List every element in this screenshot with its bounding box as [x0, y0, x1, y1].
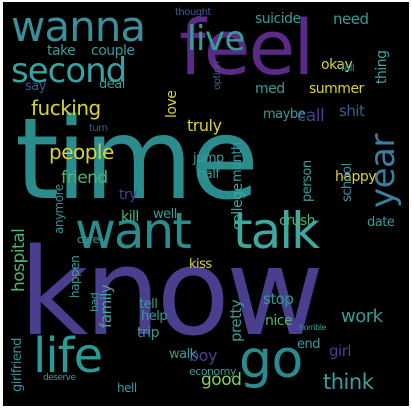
word-life: life	[33, 328, 103, 384]
word-anymore: anymore	[52, 184, 66, 234]
word-know: know	[19, 224, 324, 363]
word-tell: tell	[139, 297, 158, 312]
word-turn: turn	[89, 123, 108, 134]
word-happy: happy	[335, 169, 377, 185]
word-fall: fall	[341, 63, 355, 74]
word-school: school	[340, 163, 355, 202]
word-take: take	[47, 43, 76, 59]
word-call: call	[297, 106, 325, 126]
word-care: care	[77, 233, 99, 246]
word-economy: economy	[189, 365, 236, 378]
word-crush: crush	[279, 213, 316, 229]
word-suicide: suicide	[255, 11, 301, 27]
word-say: say	[25, 79, 46, 94]
word-walk: walk	[169, 347, 197, 362]
word-pretty: pretty	[227, 299, 245, 342]
word-fucking: fucking	[31, 96, 101, 120]
word-friend: friend	[61, 168, 108, 188]
word-couple: couple	[91, 43, 135, 59]
word-time: time	[15, 95, 259, 225]
word-deserve: deserve	[43, 373, 76, 383]
word-date: date	[367, 215, 395, 230]
word-girlfriend: girlfriend	[10, 338, 25, 392]
word-hospital: hospital	[9, 228, 29, 292]
word-person: person	[300, 160, 315, 202]
word-think: think	[323, 370, 374, 394]
word-half: half	[197, 167, 220, 182]
word-hell: hell	[117, 381, 137, 395]
word-boy: boy	[189, 346, 217, 365]
word-shit: shit	[339, 102, 365, 120]
word-med: med	[255, 81, 285, 97]
word-kiss: kiss	[189, 257, 212, 272]
word-talk: talk	[233, 202, 320, 260]
word-help: help	[141, 309, 168, 324]
word-well: well	[153, 207, 177, 222]
word-month: month	[230, 142, 245, 182]
word-want: want	[75, 202, 192, 260]
word-option: option	[212, 61, 223, 90]
word-truly: truly	[187, 116, 222, 135]
word-stop: stop	[263, 290, 294, 308]
word-horrible: horrible	[299, 323, 326, 332]
word-nice: nice	[265, 313, 293, 329]
word-trip: trip	[137, 325, 160, 341]
word-happen: happen	[68, 255, 82, 298]
word-okay: okay	[321, 57, 353, 73]
word-people: people	[49, 140, 114, 164]
word-cloud: time know feel want talk wanna second li…	[3, 2, 409, 406]
word-thought: thought	[175, 7, 211, 18]
word-summer: summer	[309, 81, 364, 97]
word-jump: jump	[193, 151, 224, 166]
word-deal: deal	[99, 77, 125, 92]
word-love: love	[164, 90, 180, 118]
word-thing: thing	[374, 50, 390, 84]
word-second: second	[11, 51, 127, 91]
word-good: good	[201, 370, 242, 390]
word-wanna: wanna	[11, 2, 146, 51]
word-maybe: maybe	[263, 107, 306, 122]
word-end: end	[297, 337, 321, 352]
word-bad: bad	[88, 292, 101, 312]
word-try: try	[119, 187, 138, 203]
word-live: live	[187, 19, 245, 59]
word-girl: girl	[329, 342, 352, 360]
word-kill: kill	[121, 209, 139, 225]
word-work: work	[341, 306, 383, 327]
word-feel: feel	[179, 3, 314, 92]
word-need: need	[333, 10, 369, 28]
word-go: go	[239, 330, 303, 390]
word-family: family	[97, 284, 115, 328]
word-college: college	[230, 183, 246, 230]
